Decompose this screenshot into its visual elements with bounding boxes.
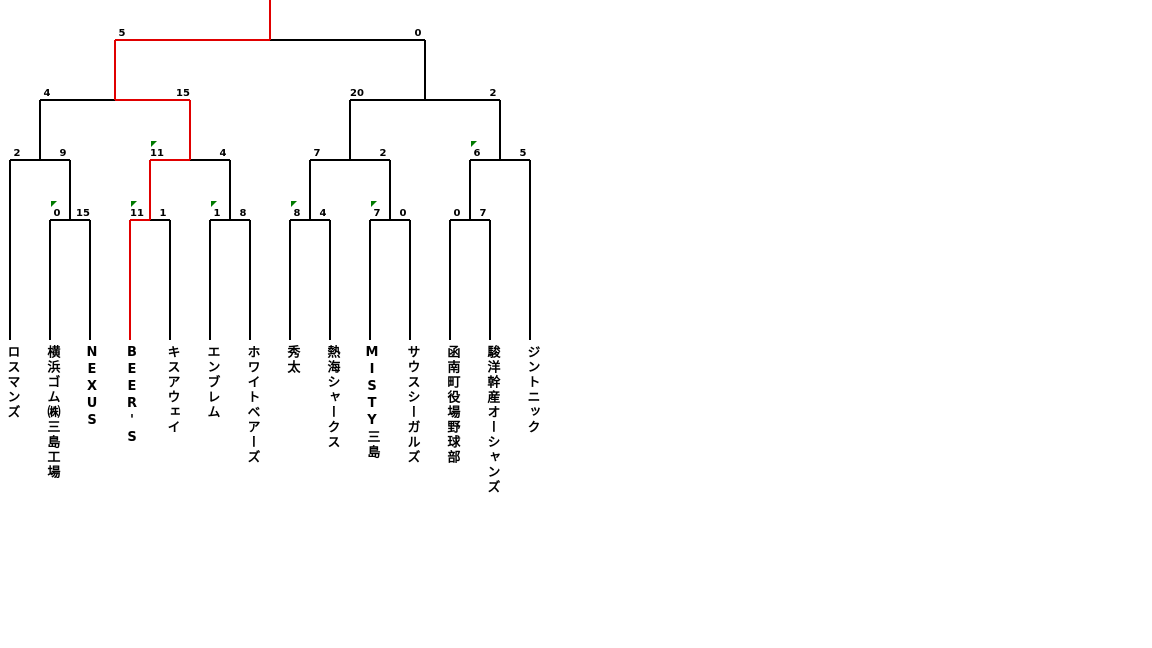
score-label: 4	[44, 88, 51, 99]
flag-icon	[291, 201, 297, 207]
team-name: 熱海シャークス	[325, 344, 341, 450]
score-label: 2	[14, 148, 21, 159]
team-name: 駿洋幹産オーシャンズ	[485, 344, 501, 495]
score-label: 15	[176, 88, 190, 99]
team-name: ホワイトベアーズ	[245, 345, 261, 465]
score-label: 8	[240, 208, 247, 219]
score-label: 1	[160, 208, 167, 219]
team-name: キスアウェイ	[165, 345, 181, 435]
score-label: 5	[520, 148, 527, 159]
bracket-lines	[9, 0, 531, 340]
flag-icon	[471, 141, 477, 147]
team-name: ジントニック	[525, 345, 541, 435]
bracket-flags	[51, 141, 477, 207]
score-label: 2	[380, 148, 387, 159]
score-label: 0	[415, 28, 422, 39]
score-label: 7	[480, 208, 487, 219]
score-label: 0	[454, 208, 461, 219]
score-label: 4	[320, 208, 327, 219]
team-name: エンブレム	[205, 345, 221, 420]
score-label: 7	[374, 208, 381, 219]
score-label: 1	[214, 208, 221, 219]
score-label: 2	[490, 88, 497, 99]
flag-icon	[211, 201, 217, 207]
score-label: 0	[400, 208, 407, 219]
score-label: 20	[350, 88, 364, 99]
bracket-scores: 0 15 11 1 1 8 8 4 7 0 0 72 9 11 4 7 2 6 54 15 20 25 0	[14, 28, 527, 219]
score-label: 11	[150, 148, 164, 159]
team-name: 横浜ゴム㈱三島工場	[45, 344, 61, 480]
flag-icon	[151, 141, 157, 147]
score-label: 4	[220, 148, 227, 159]
score-label: 15	[76, 208, 90, 219]
flag-icon	[131, 201, 137, 207]
team-name: 秀太	[285, 344, 302, 375]
team-name: BEER'S	[125, 345, 140, 447]
team-name: 函南町役場野球部	[445, 345, 461, 465]
score-label: 7	[314, 148, 321, 159]
score-label: 5	[119, 28, 126, 39]
flag-icon	[51, 201, 57, 207]
score-label: 11	[130, 208, 144, 219]
team-name: MISTY三島	[365, 345, 381, 460]
score-label: 0	[54, 208, 61, 219]
score-label: 6	[474, 148, 481, 159]
team-name: NEXUS	[85, 345, 100, 430]
flag-icon	[371, 201, 377, 207]
score-label: 8	[294, 208, 301, 219]
score-label: 9	[60, 148, 67, 159]
team-names: ロスマンズ 横浜ゴム㈱三島工場 NEXUS BEER'S キスアウェイ エンブレム ホワイト…	[5, 344, 541, 495]
team-name: サウスシーガルズ	[405, 345, 421, 465]
team-name: ロスマンズ	[5, 345, 21, 420]
